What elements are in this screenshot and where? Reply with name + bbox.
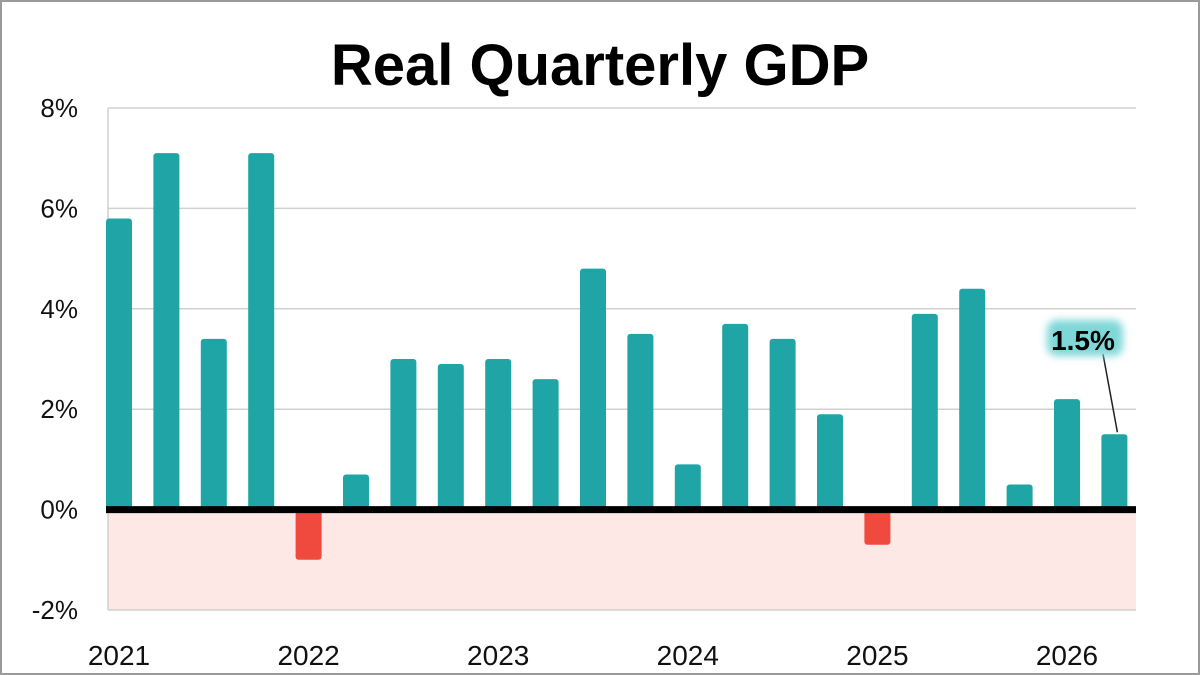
- bar-2025-q1: [864, 509, 891, 545]
- x-year-label: 2022: [277, 640, 339, 671]
- x-year-label: 2024: [657, 640, 719, 671]
- bar-2026-q2: [1101, 434, 1128, 510]
- x-year-label: 2021: [88, 640, 150, 671]
- y-tick-label: 0%: [40, 495, 78, 525]
- value-callout: 1.5%: [1047, 320, 1123, 433]
- callout-glow: [1047, 320, 1123, 356]
- negative-zone: [108, 509, 1136, 610]
- bar-2021-q2: [153, 153, 180, 510]
- x-year-label: 2026: [1036, 640, 1098, 671]
- y-tick-label: -2%: [32, 595, 78, 625]
- bar-2021-q1: [106, 218, 132, 510]
- callout-leader-line: [1102, 353, 1119, 433]
- bar-2021-q4: [248, 153, 275, 510]
- bar-2022-q2: [343, 474, 369, 510]
- bar-2022-q4: [437, 364, 464, 510]
- x-axis-year-labels: 2021 2022 2023 2024 2025 2026: [88, 640, 1098, 671]
- bar-2025-q3: [959, 288, 986, 510]
- bar-2023-q3: [580, 268, 606, 510]
- bar-2023-q2: [532, 379, 559, 510]
- y-tick-label: 6%: [40, 193, 78, 223]
- x-year-label: 2023: [467, 640, 529, 671]
- x-year-label: 2025: [846, 640, 908, 671]
- bar-2022-q3: [390, 359, 417, 510]
- y-tick-label: 8%: [40, 93, 78, 123]
- bar-2026-q1: [1054, 399, 1080, 510]
- bar-2024-q3: [769, 338, 796, 510]
- bar-2025-q4: [1006, 484, 1033, 510]
- bar-2024-q2: [722, 323, 749, 510]
- bar-2022-q1: [295, 509, 322, 560]
- y-axis-tick-labels: -2% 0% 2% 4% 6% 8%: [32, 93, 78, 625]
- bar-2023-q1: [485, 359, 512, 510]
- bar-2021-q3: [200, 338, 227, 510]
- callout-label: 1.5%: [1051, 325, 1115, 356]
- chart-title: Real Quarterly GDP: [331, 33, 869, 98]
- bars: [106, 153, 1128, 560]
- y-tick-label: 4%: [40, 294, 78, 324]
- bar-2023-q4: [627, 333, 654, 510]
- bar-2024-q4: [817, 414, 843, 510]
- y-tick-label: 2%: [40, 394, 78, 424]
- bar-2025-q2: [911, 313, 938, 510]
- bar-2024-q1: [674, 464, 701, 510]
